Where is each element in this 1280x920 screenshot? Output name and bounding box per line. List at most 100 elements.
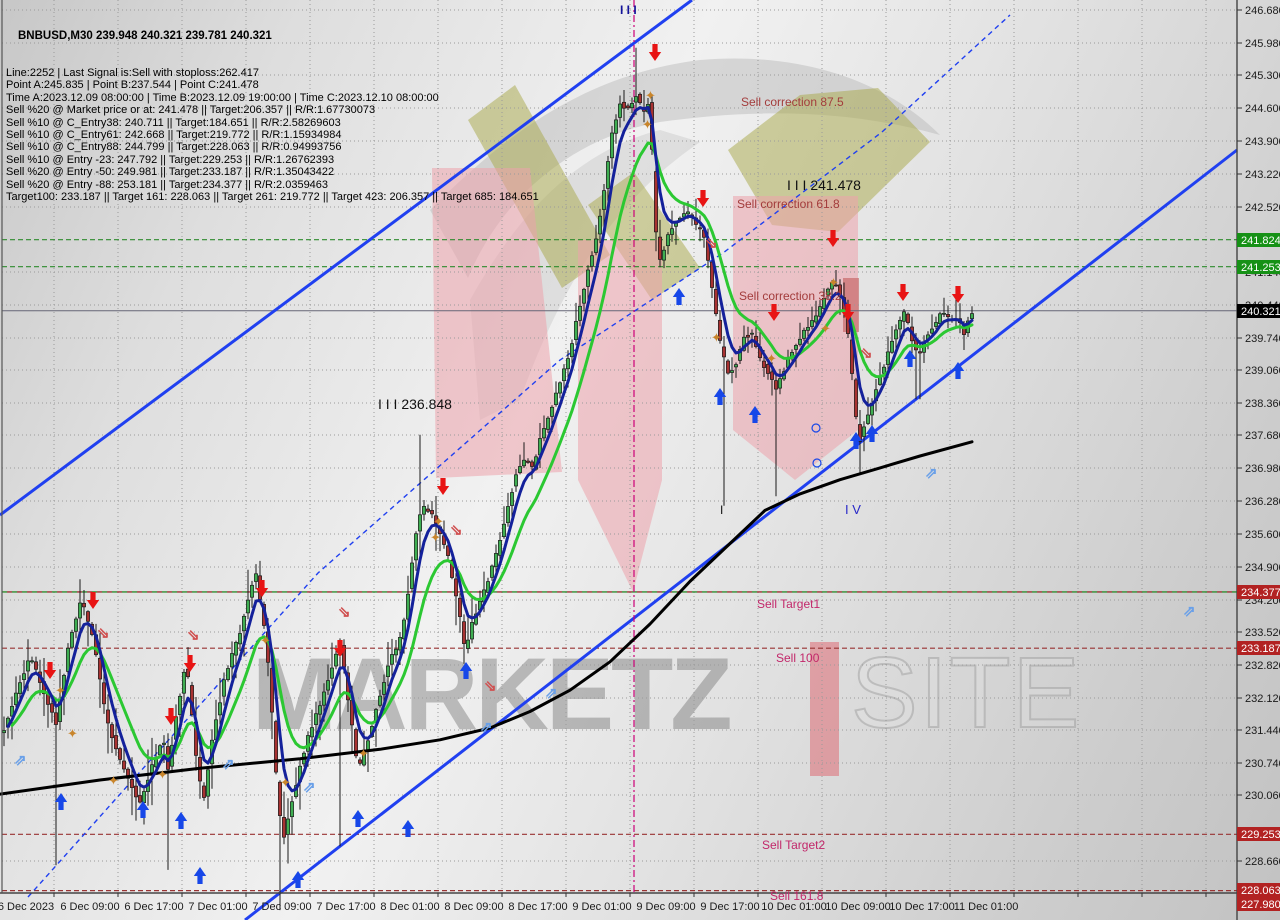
hollow-down-arrow-icon: ⇘: [187, 627, 200, 644]
star-marker-icon: ✦: [430, 530, 441, 545]
time-axis-label: 9 Dec 01:00: [572, 901, 631, 913]
hollow-up-arrow-icon: ⇗: [1183, 603, 1196, 620]
signal-info-line: Point A:245.835 | Point B:237.544 | Poin…: [6, 79, 259, 92]
buy-signal-arrow: [291, 871, 305, 888]
trend-channel-upper: [0, 0, 693, 517]
sell-signal-arrow: [696, 190, 710, 207]
star-marker-icon: ✦: [108, 773, 119, 788]
hollow-down-arrow-icon: ⇘: [97, 625, 110, 642]
price-axis-label: 243.220: [1245, 169, 1280, 181]
buy-signal-arrow: [351, 810, 365, 827]
price-axis-label: 235.600: [1245, 529, 1280, 541]
chart-annotation: Sell correction 61.8: [737, 197, 840, 211]
price-badge: [1237, 304, 1280, 318]
signal-info-line: Sell %10 @ C_Entry61: 242.668 || Target:…: [6, 129, 342, 142]
time-axis-label: 7 Dec 17:00: [316, 901, 375, 913]
hollow-up-arrow-icon: ⇗: [480, 719, 493, 736]
time-axis-label: 8 Dec 17:00: [508, 901, 567, 913]
price-badge: [1237, 827, 1280, 841]
price-badge: [1237, 883, 1280, 897]
sell-signal-arrow: [951, 286, 965, 303]
price-axis-label: 244.600: [1245, 103, 1280, 115]
hollow-up-arrow-icon: ⇗: [303, 779, 316, 796]
chart-annotation: Sell correction 38.2: [739, 289, 842, 303]
sell-signal-arrow: [826, 230, 840, 247]
price-axis-label: 232.120: [1245, 693, 1280, 705]
star-marker-icon: ✦: [55, 683, 66, 698]
hollow-up-arrow-icon: ⇗: [222, 756, 235, 773]
price-axis-label: 245.300: [1245, 70, 1280, 82]
price-axis-label: 246.680: [1245, 5, 1280, 17]
price-axis-label: 228.660: [1245, 856, 1280, 868]
price-badge-label: 229.253: [1241, 829, 1280, 841]
candlestick-series: [2, 47, 974, 911]
buy-signal-arrow: [174, 812, 188, 829]
price-axis-label: 239.740: [1245, 333, 1280, 345]
time-axis-label: 7 Dec 09:00: [252, 901, 311, 913]
chart-annotation: I I I: [620, 3, 637, 17]
time-axis-label: 8 Dec 01:00: [380, 901, 439, 913]
price-axis-label: 236.980: [1245, 463, 1280, 475]
annotations: I I I I I I 241.478 I I I 236.848 Sell corr…: [378, 3, 861, 903]
signal-info-line: Time A:2023.12.09 08:00:00 | Time B:2023…: [6, 91, 439, 104]
buy-signal-arrow: [748, 406, 762, 423]
sell-signal-arrow: [648, 44, 662, 61]
buy-signal-arrow: [136, 801, 150, 818]
buy-signal-arrow: [849, 432, 863, 449]
chart-annotation: Sell Target1: [757, 597, 820, 611]
signal-info-line: Sell %20 @ Entry -88: 253.181 || Target:…: [6, 178, 329, 191]
price-axis-label: 230.060: [1245, 790, 1280, 802]
chart-annotation: I: [720, 503, 723, 517]
price-badge-label: 228.063: [1241, 885, 1280, 897]
buy-signal-arrow: [401, 820, 415, 837]
price-axis-label: 243.900: [1245, 136, 1280, 148]
chart-annotation: Sell correction 87.5: [741, 95, 844, 109]
buy-signal-arrow: [459, 662, 473, 679]
hollow-down-arrow-icon: ⇘: [860, 345, 873, 362]
sell-signal-arrow: [86, 592, 100, 609]
time-axis-label: 10 Dec 01:00: [761, 901, 826, 913]
price-badge-label: 233.187: [1241, 643, 1280, 655]
sell-signal-arrow: [896, 284, 910, 301]
chart-annotation: Sell 100: [776, 651, 820, 665]
time-axis-label: 6 Dec 2023: [0, 901, 54, 913]
sell-signal-arrow: [767, 304, 781, 321]
price-axis-label: 236.280: [1245, 496, 1280, 508]
signal-info-line: Line:2252 | Last Signal is:Sell with sto…: [6, 67, 259, 80]
star-marker-icon: ✦: [433, 514, 444, 529]
chart-annotation: Sell Target2: [762, 838, 825, 852]
price-badge-label: 227.980: [1241, 899, 1280, 911]
trend-dashed-line: [27, 14, 1011, 898]
chart-annotation: Sell 161.8: [770, 889, 824, 903]
signal-info-line: Sell %20 @ Market price or at: 241.478 |…: [6, 104, 376, 117]
signal-markers: ⇗ ⇗⇗⇗⇗⇗⇗⇘ ⇘⇘⇘⇘⇘⇘✦✦✦ ✦✦✦✦✦✦✦✦✦✦✦✦: [14, 44, 1196, 888]
price-axis-label: 237.680: [1245, 430, 1280, 442]
signal-info-line: Target100: 233.187 || Target 161: 228.06…: [6, 191, 539, 204]
hollow-down-arrow-icon: ⇘: [705, 235, 718, 252]
time-axis-label: 10 Dec 09:00: [825, 901, 890, 913]
moving-averages: [0, 105, 974, 796]
signal-info-line: Sell %10 @ C_Entry88: 244.799 || Target:…: [6, 141, 342, 154]
price-axis-label: 245.980: [1245, 38, 1280, 50]
star-marker-icon: ✦: [280, 775, 291, 790]
hollow-down-arrow-icon: ⇘: [338, 604, 351, 621]
time-axis-label: 6 Dec 09:00: [60, 901, 119, 913]
price-axis-label: 230.740: [1245, 758, 1280, 770]
chart-annotation: I V: [845, 502, 861, 517]
price-axis-label: 238.360: [1245, 398, 1280, 410]
signal-info-panel: BNBUSD,M30 239.948 240.321 239.781 240.3…: [6, 5, 539, 228]
price-axis-label: 232.820: [1245, 660, 1280, 672]
price-badge: [1237, 585, 1280, 599]
hollow-up-arrow-icon: ⇗: [925, 465, 938, 482]
sell-signal-arrow: [436, 478, 450, 495]
star-marker-icon: ✦: [67, 726, 78, 741]
sell-signal-arrow: [841, 304, 855, 321]
sell-signal-arrow: [43, 662, 57, 679]
chart-annotation: I I I 236.848: [378, 396, 452, 412]
buy-signal-arrow: [951, 362, 965, 379]
chart-title-ohlc: BNBUSD,M30 239.948 240.321 239.781 240.3…: [18, 29, 272, 42]
sell-signal-arrow: [333, 640, 347, 657]
